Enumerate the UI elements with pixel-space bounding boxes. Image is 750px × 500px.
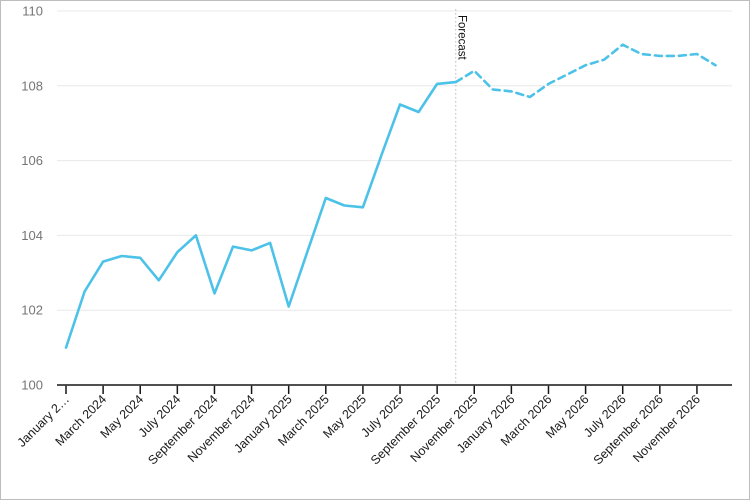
x-axis-label: November 2025 [408, 392, 481, 465]
forecast-line-dashed [454, 43, 717, 99]
y-axis-label: 104 [21, 228, 43, 243]
actual-line-solid [64, 80, 458, 349]
forecast-annotation-label: Forecast [456, 15, 468, 61]
y-axis-label: 108 [21, 78, 43, 93]
y-axis-label: 106 [21, 153, 43, 168]
x-axis-label: November 2024 [185, 392, 258, 465]
x-axis-label: November 2026 [630, 392, 703, 465]
gridlines [57, 10, 732, 311]
y-axis-labels: 100 102 104 106 108 110 [21, 4, 43, 393]
y-axis-label: 110 [22, 4, 43, 19]
y-axis-label: 100 [21, 378, 43, 393]
y-axis-label: 102 [21, 303, 43, 318]
